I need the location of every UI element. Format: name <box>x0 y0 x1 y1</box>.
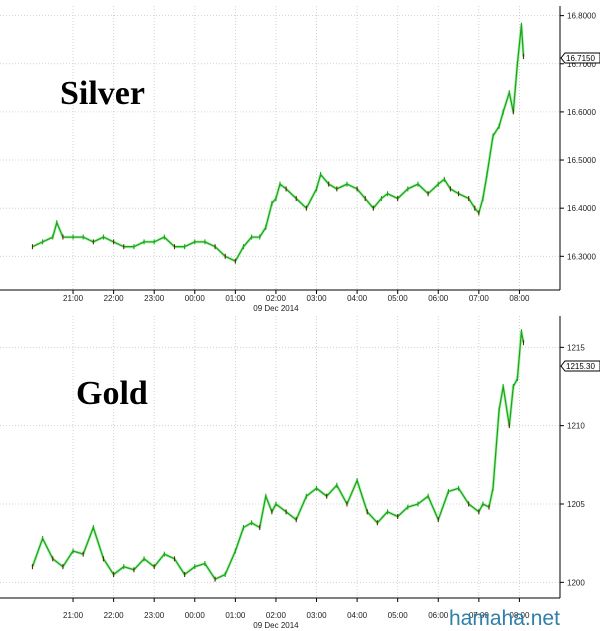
gold-chart-panel: 1200 1205 1210 1215 21:00 22:00 23:00 00:00 01:0… <box>0 316 600 630</box>
last-value-label: 16.7150 <box>566 54 595 63</box>
series-line-glow <box>31 330 525 581</box>
x-tick-label: 02:00 <box>266 294 287 303</box>
x-tick-label: 07:00 <box>469 294 490 303</box>
x-tick-label: 07:00 <box>469 611 490 620</box>
y-tick-label: 16.7000 <box>567 60 596 69</box>
y-tick-label: 1200 <box>567 578 585 587</box>
series-line <box>32 24 525 262</box>
x-tick-label: 05:00 <box>388 611 409 620</box>
series-line-glow <box>31 23 525 263</box>
last-value-box <box>560 360 600 372</box>
x-tick-label: 06:00 <box>428 611 449 620</box>
date-label: 09 Dec 2014 <box>253 304 299 313</box>
x-tick-label: 04:00 <box>347 294 368 303</box>
y-tick-label: 16.4000 <box>567 204 596 213</box>
silver-chart-panel: 16.3000 16.4000 16.5000 16.6000 16.7000 16.80… <box>0 6 600 313</box>
chart-title: Gold <box>76 375 148 412</box>
x-tick-label: 01:00 <box>225 611 246 620</box>
x-tick-label: 03:00 <box>307 611 328 620</box>
x-tick-label: 02:00 <box>266 611 287 620</box>
y-tick-label: 1205 <box>567 500 585 509</box>
x-tick-label: 08:00 <box>509 611 530 620</box>
y-tick-label: 1210 <box>567 422 585 431</box>
x-tick-label: 22:00 <box>104 294 125 303</box>
x-tick-label: 06:00 <box>428 294 449 303</box>
last-value-label: 1215.30 <box>566 362 595 371</box>
series-line <box>31 331 525 580</box>
x-tick-label: 22:00 <box>104 611 125 620</box>
y-tick-label: 1215 <box>567 343 585 352</box>
x-tick-label: 23:00 <box>144 611 165 620</box>
x-tick-label: 05:00 <box>388 294 409 303</box>
x-tick-label: 01:00 <box>225 294 246 303</box>
x-tick-label: 23:00 <box>144 294 165 303</box>
watermark-text: hamaha.net <box>449 607 560 630</box>
last-value-box <box>560 52 600 64</box>
y-tick-label: 16.6000 <box>567 108 596 117</box>
y-tick-label: 16.3000 <box>567 252 596 261</box>
x-tick-label: 08:00 <box>509 294 530 303</box>
x-tick-label: 21:00 <box>63 294 84 303</box>
x-tick-label: 03:00 <box>307 294 328 303</box>
date-label: 09 Dec 2014 <box>253 621 299 630</box>
x-tick-label: 21:00 <box>63 611 84 620</box>
chart-title: Silver <box>60 75 145 112</box>
y-tick-label: 16.5000 <box>567 156 596 165</box>
x-tick-label: 00:00 <box>185 294 206 303</box>
x-tick-label: 00:00 <box>185 611 206 620</box>
y-tick-label: 16.8000 <box>567 12 596 21</box>
x-tick-label: 04:00 <box>347 611 368 620</box>
